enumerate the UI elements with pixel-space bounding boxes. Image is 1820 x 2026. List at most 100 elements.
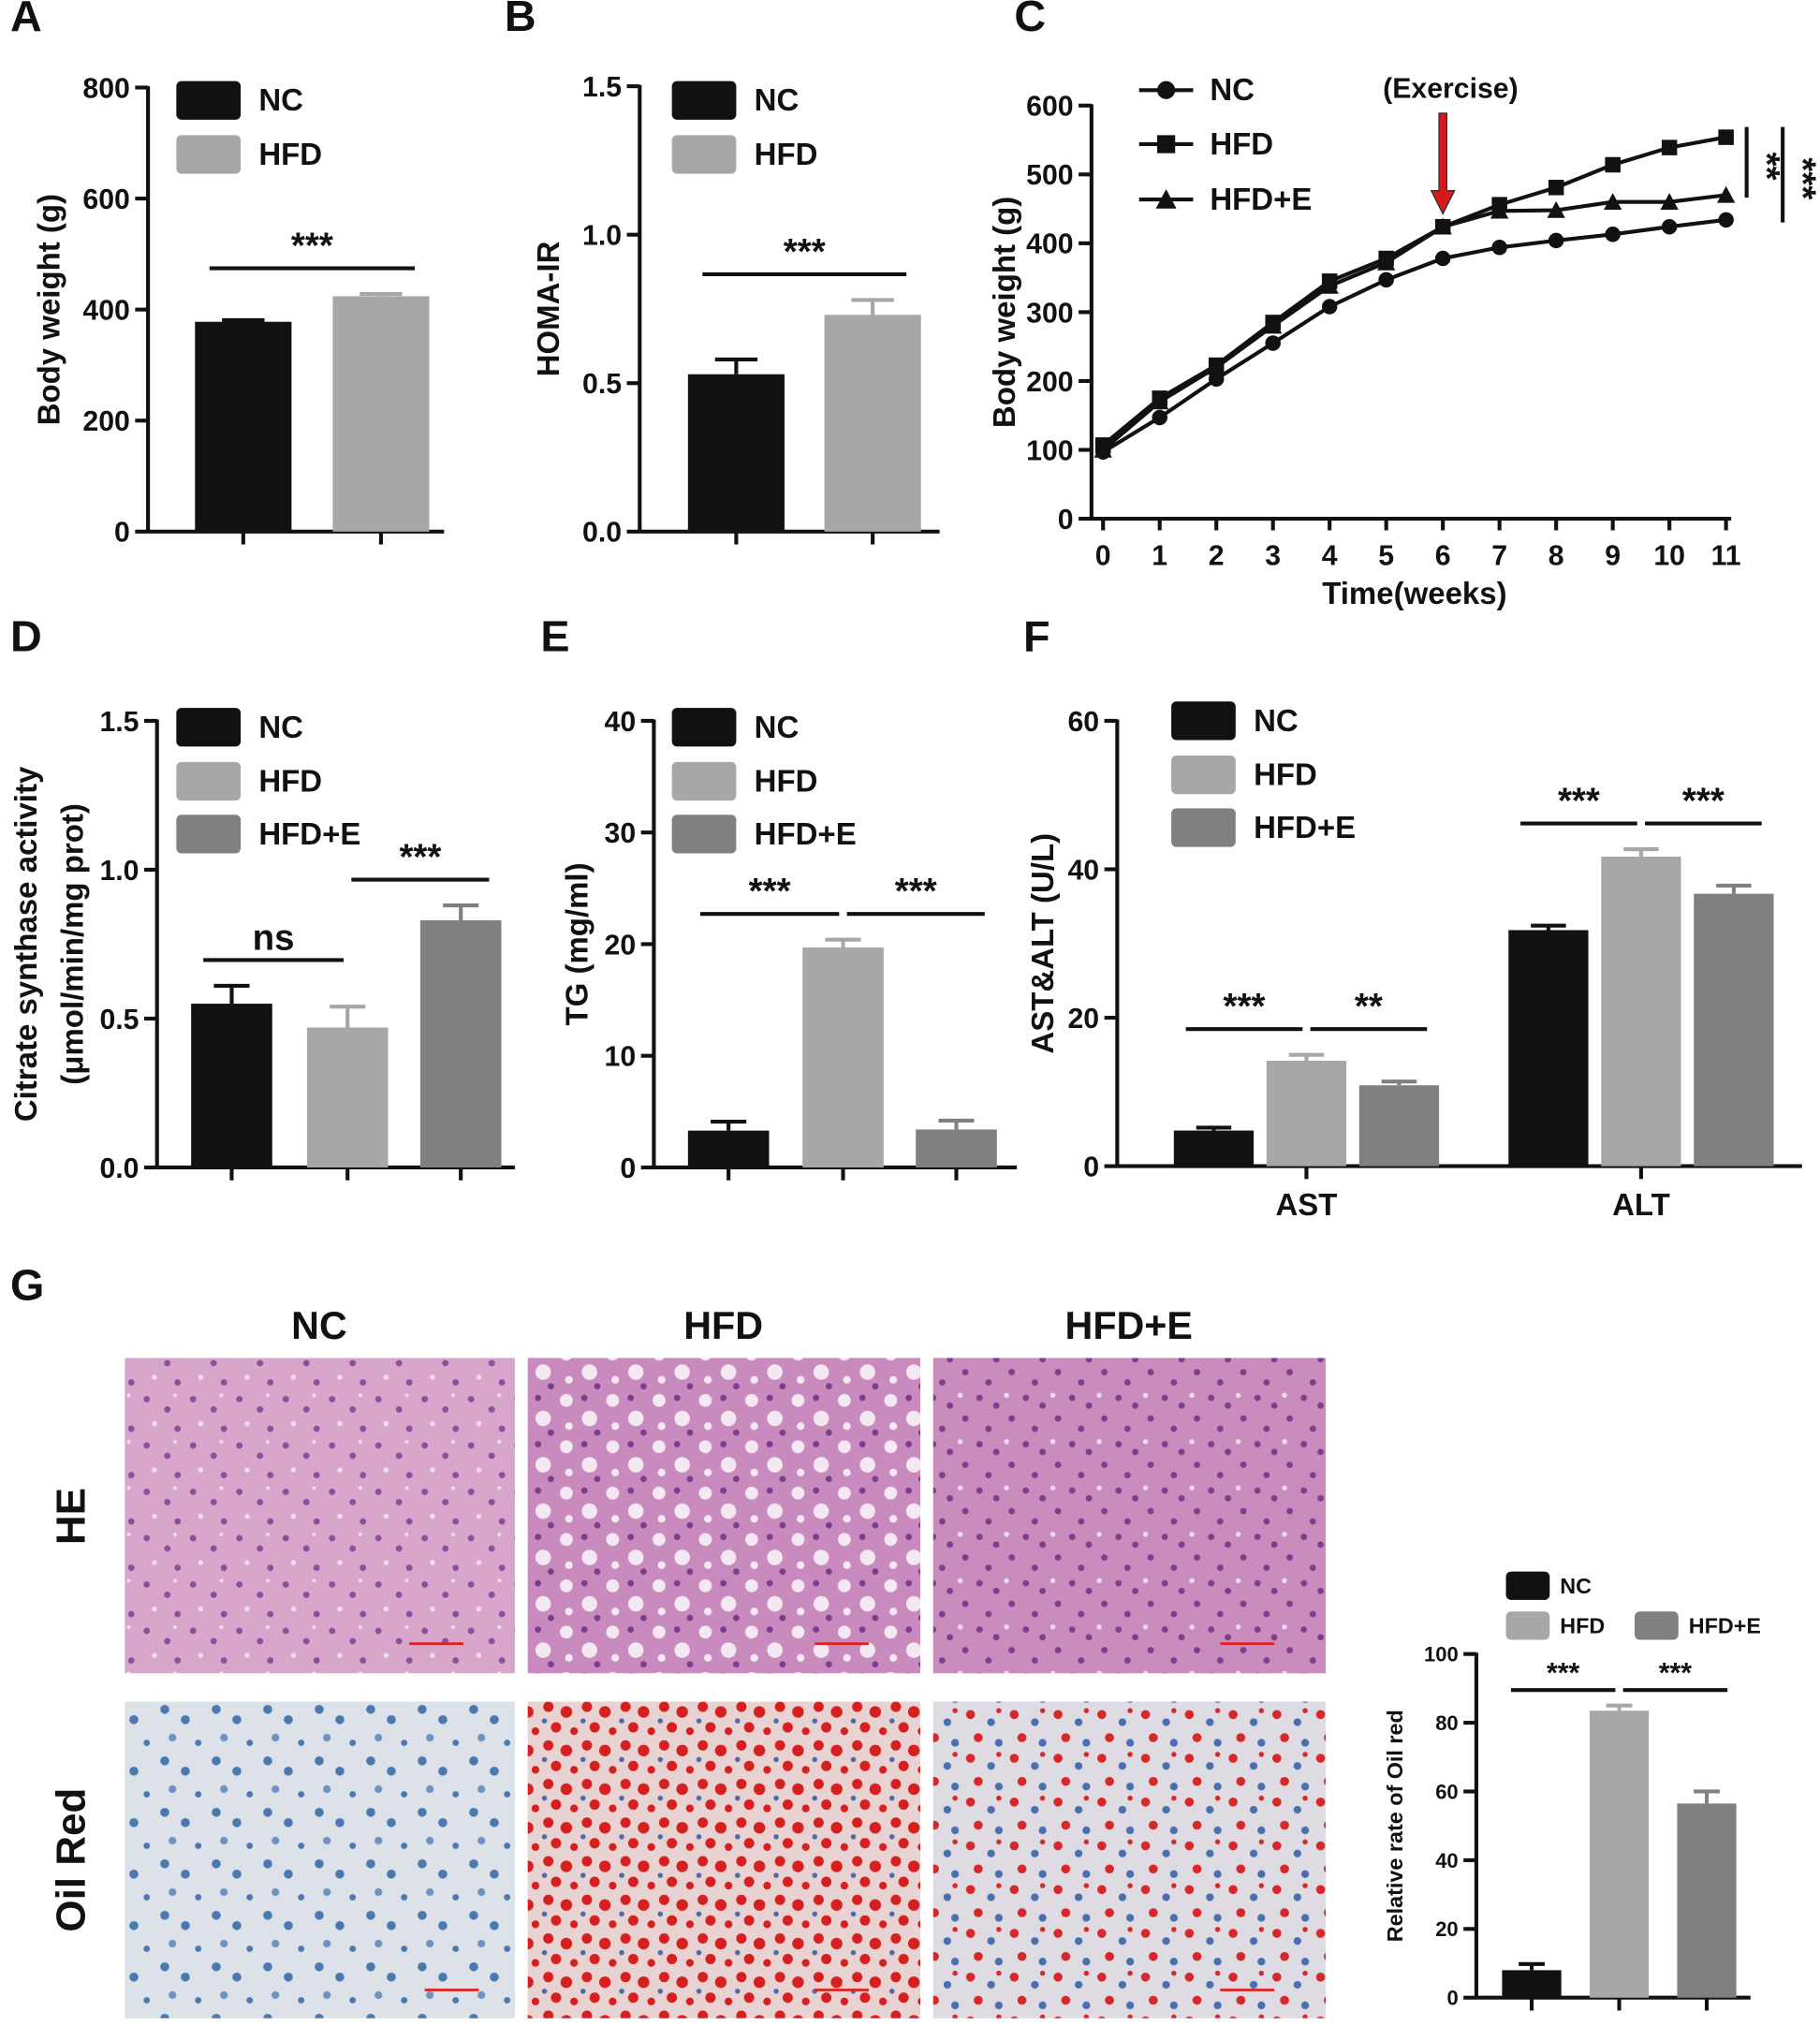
bar xyxy=(916,1129,997,1167)
y-axis-label: (μmol/min/mg prot) xyxy=(54,803,89,1085)
marker xyxy=(1151,392,1169,410)
significance-label: *** xyxy=(1782,157,1820,199)
x-tick-label: 2 xyxy=(1209,541,1225,572)
event-arrow xyxy=(1430,112,1456,215)
marker xyxy=(1718,129,1734,145)
y-tick-label: 0.0 xyxy=(582,518,622,549)
marker xyxy=(1433,217,1452,235)
y-tick-label: 80 xyxy=(1435,1711,1458,1735)
marker xyxy=(1378,272,1394,288)
legend-swatch xyxy=(1635,1611,1679,1640)
y-axis-label: Body weight (g) xyxy=(32,194,66,425)
x-tick-label: 6 xyxy=(1435,541,1451,572)
marker xyxy=(1377,253,1396,271)
legend-label: HFD xyxy=(1560,1614,1605,1638)
marker xyxy=(1264,316,1283,334)
legend-swatch xyxy=(671,761,737,801)
legend-label: HFD+E xyxy=(258,816,360,851)
image-oilred-hfde xyxy=(932,1701,1327,2019)
marker xyxy=(1605,156,1621,173)
legend-marker xyxy=(1156,81,1176,99)
y-axis-label: HOMA-IR xyxy=(531,241,565,376)
legend-swatch xyxy=(176,135,242,174)
bar xyxy=(802,947,884,1167)
legend-label: HFD xyxy=(258,764,322,799)
marker xyxy=(1321,299,1338,315)
bar xyxy=(687,1130,770,1167)
error-bar xyxy=(443,903,479,921)
panel-letter: D xyxy=(10,612,42,661)
bar xyxy=(1589,1710,1650,1998)
error-bar xyxy=(714,357,758,374)
y-tick-label: 0.5 xyxy=(99,1005,139,1035)
legend-swatch xyxy=(671,815,737,854)
panel-letter: C xyxy=(1014,0,1046,40)
legend-swatch xyxy=(671,135,737,174)
y-tick-label: 600 xyxy=(82,184,129,215)
panel-letter: F xyxy=(1023,612,1050,661)
y-tick-label: 40 xyxy=(1067,855,1099,886)
bar xyxy=(1502,1970,1562,1998)
legend-swatch xyxy=(671,708,737,747)
line xyxy=(1101,193,1726,452)
x-tick-label: ALT xyxy=(1612,1187,1670,1222)
bar xyxy=(1508,930,1589,1167)
marker xyxy=(1490,201,1509,219)
event-label: (Exercise) xyxy=(1383,74,1519,105)
error-bar xyxy=(222,317,265,322)
legend-label: HFD xyxy=(1254,757,1317,792)
error-bar xyxy=(330,1005,366,1028)
significance-label: *** xyxy=(749,872,791,912)
y-tick-label: 0 xyxy=(620,1153,636,1184)
y-tick-label: 0 xyxy=(1083,1152,1099,1182)
image-he-hfde xyxy=(932,1358,1327,1674)
error-bar xyxy=(1694,1789,1720,1804)
panel-letter: A xyxy=(10,0,42,40)
bar xyxy=(1601,857,1681,1167)
x-tick-label: 5 xyxy=(1378,541,1394,572)
significance-label: *** xyxy=(784,232,826,272)
y-tick-label: 30 xyxy=(605,818,637,849)
legend-swatch xyxy=(176,708,242,747)
y-tick-label: 400 xyxy=(1026,229,1073,260)
y-tick-label: 10 xyxy=(605,1042,637,1073)
marker xyxy=(1718,212,1734,228)
error-bar xyxy=(825,937,861,948)
y-tick-label: 500 xyxy=(1026,160,1073,191)
marker xyxy=(1660,193,1679,210)
marker xyxy=(1605,227,1621,242)
significance-label: ** xyxy=(1355,987,1383,1027)
significance-label: *** xyxy=(1659,1658,1693,1689)
scale-bars xyxy=(409,1642,1275,1991)
x-tick-label: 11 xyxy=(1711,541,1741,572)
y-tick-label: 20 xyxy=(1067,1004,1099,1035)
error-bar xyxy=(1623,847,1659,858)
image-oilred-nc xyxy=(125,1701,515,2019)
x-tick-label: 8 xyxy=(1548,541,1564,572)
legend-marker xyxy=(1155,189,1177,209)
error-bar xyxy=(851,298,894,316)
x-tick-label: 3 xyxy=(1265,541,1281,572)
x-tick-label: 4 xyxy=(1322,541,1338,572)
significance-label: *** xyxy=(895,872,937,912)
error-bar xyxy=(1196,1125,1232,1131)
error-bar xyxy=(1519,1961,1545,1971)
x-tick-label: 10 xyxy=(1653,541,1685,572)
y-tick-label: 400 xyxy=(82,296,129,327)
y-tick-label: 40 xyxy=(1435,1849,1458,1872)
y-tick-label: 1.0 xyxy=(99,856,139,887)
marker xyxy=(1661,139,1678,155)
bar xyxy=(824,315,921,532)
marker xyxy=(1547,200,1565,218)
marker xyxy=(1208,371,1225,388)
legend-label: HFD+E xyxy=(1689,1614,1761,1638)
panel-letter: G xyxy=(10,1261,44,1310)
significance-label: *** xyxy=(1558,782,1600,822)
significance-label: *** xyxy=(1224,987,1266,1027)
image-he-nc xyxy=(125,1358,515,1674)
row-title: Oil Red xyxy=(49,1788,95,1932)
y-tick-label: 20 xyxy=(605,930,637,961)
y-tick-label: 1.5 xyxy=(99,707,139,738)
y-tick-label: 60 xyxy=(1067,707,1099,738)
